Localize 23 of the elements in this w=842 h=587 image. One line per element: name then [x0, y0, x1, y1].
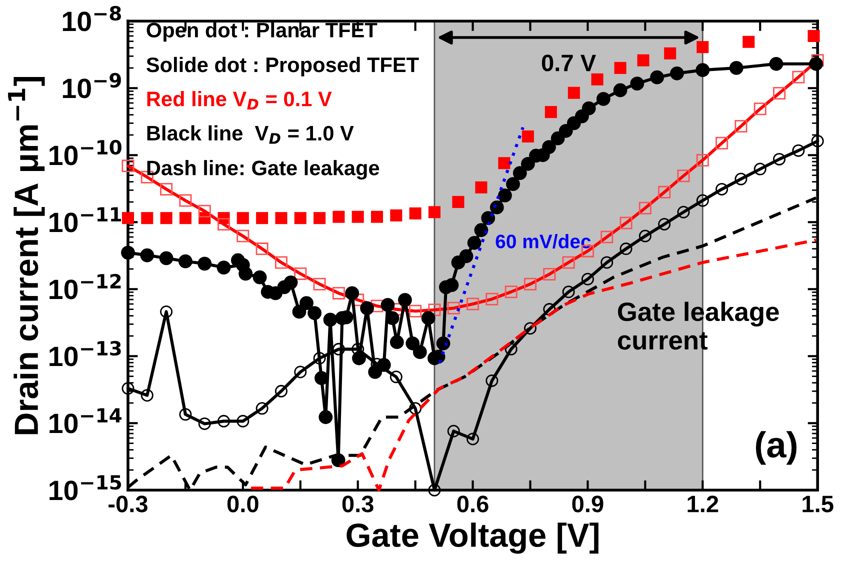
y-tick-label: 10$^{−9}$: [62, 72, 121, 98]
x-tick-label: 0.3: [342, 496, 374, 512]
x-tick-label: 1.2: [688, 496, 718, 512]
x-tick-label: 1.5: [802, 496, 834, 512]
y-tick-label: 10$^{−8}$: [62, 6, 121, 32]
y-axis-title: Drain current [A μm$^{−1}$]: [8, 77, 45, 434]
annotation: Dash line: Gate leakage: [147, 160, 380, 180]
series-label: 60 mV/dec: [496, 234, 591, 249]
y-tick-label: 10$^{−13}$: [50, 340, 121, 366]
y-tick-label: 10$^{−14}$: [50, 408, 122, 434]
annotation: (a): [756, 431, 796, 465]
band-label: 0.7 V: [542, 54, 596, 72]
x-tick-label: 0.0: [227, 496, 258, 512]
y-tick-label: 10$^{−11}$: [50, 207, 122, 232]
annotation: Black line V$_{D}$ = 1.0 V: [147, 125, 354, 144]
annotation: Open dot : Planar TFET: [146, 22, 378, 42]
y-tick-label: 10$^{−12}$: [50, 274, 121, 300]
annotation: Solide dot : Proposed TFET: [146, 56, 419, 76]
x-tick-label: 0.9: [572, 496, 604, 512]
y-tick-label: 10$^{−10}$: [50, 140, 122, 166]
x-axis-title: Gate Voltage [V]: [346, 522, 598, 554]
annotation: Red line V$_{D}$ = 0.1 V: [147, 91, 332, 110]
x-tick-label: 0.6: [457, 496, 488, 512]
